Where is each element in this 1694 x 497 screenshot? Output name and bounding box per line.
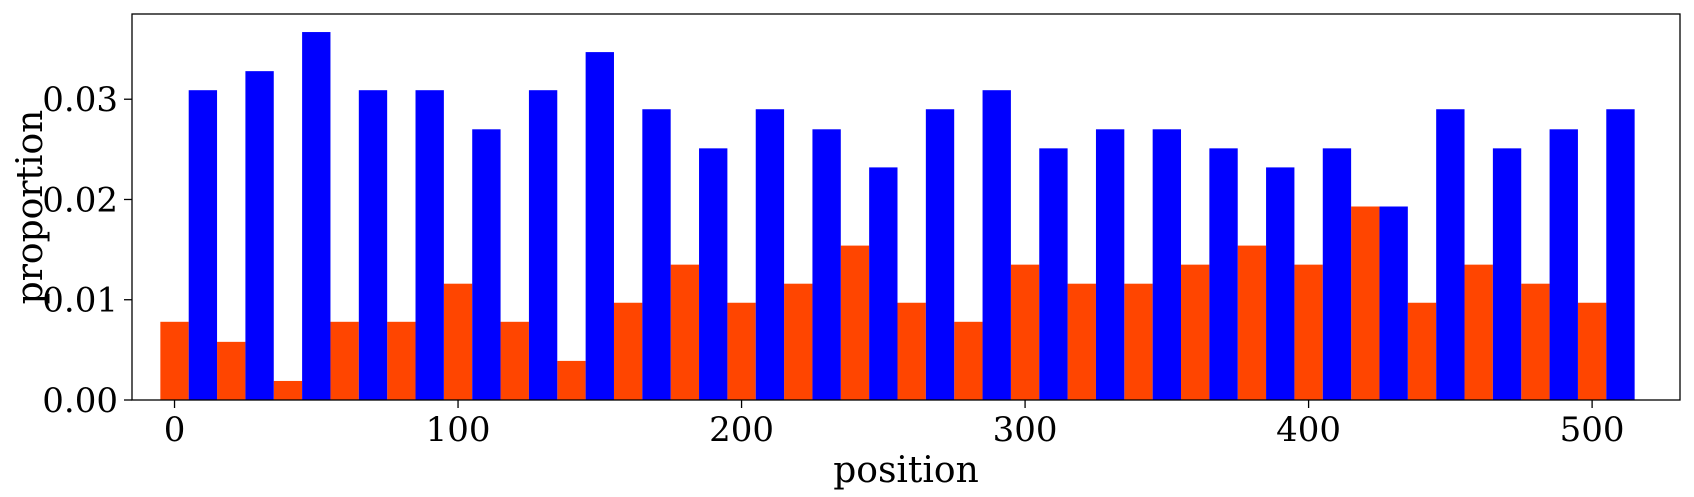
bar-series-1-bin-15 <box>1039 148 1068 400</box>
bar-series-1-bin-5 <box>472 129 501 400</box>
bar-series-0-bin-19 <box>1237 245 1267 400</box>
bar-series-1-bin-0 <box>188 90 218 401</box>
bar-series-1-bin-22 <box>1436 109 1465 400</box>
bar-series-1-bin-8 <box>642 109 671 400</box>
bar-series-1-bin-18 <box>1209 148 1238 400</box>
bar-series-1-bin-12 <box>869 167 898 400</box>
plot-frame <box>131 13 1681 401</box>
y-tick-label: 0.03 <box>42 80 118 120</box>
bar-series-1-bin-25 <box>1606 109 1635 400</box>
bar-series-0-bin-17 <box>1124 283 1153 400</box>
bar-series-1-bin-14 <box>982 90 1011 401</box>
bar-series-0-bin-8 <box>613 302 643 400</box>
bar-series-0-bin-0 <box>160 321 189 400</box>
bar-series-0-bin-23 <box>1464 264 1493 400</box>
bar-series-1-bin-11 <box>812 129 841 400</box>
x-tick-label: 300 <box>993 410 1058 450</box>
y-tick-label: 0.01 <box>42 281 118 321</box>
bar-series-0-bin-5 <box>443 283 473 400</box>
y-tick-label: 0.02 <box>42 180 118 220</box>
x-tick-label: 100 <box>426 410 491 450</box>
bar-series-1-bin-10 <box>755 109 785 400</box>
bar-series-0-bin-14 <box>954 321 983 400</box>
bar-series-1-bin-3 <box>358 90 388 401</box>
bar-series-1-bin-20 <box>1322 148 1352 400</box>
bar-series-0-bin-6 <box>500 321 529 400</box>
bar-series-1-bin-16 <box>1095 129 1125 400</box>
bar-series-1-bin-2 <box>302 32 331 400</box>
x-axis-ticks: 0 100 200 300 400 500 <box>164 400 1625 450</box>
bar-series-1-bin-7 <box>585 52 614 401</box>
bar-series-0-bin-24 <box>1521 283 1550 400</box>
y-axis-label: proportion <box>10 110 51 305</box>
bar-series-0-bin-11 <box>784 283 813 400</box>
bar-series-1-bin-24 <box>1549 129 1578 400</box>
bar-series-1-bin-13 <box>925 109 955 400</box>
bar-series-0-bin-22 <box>1407 302 1437 400</box>
bar-series-0-bin-3 <box>330 321 359 400</box>
bar-series-1-bin-21 <box>1379 206 1408 400</box>
bar-series-1-bin-17 <box>1152 129 1182 400</box>
bar-series-0-bin-4 <box>387 321 416 400</box>
x-tick-label: 0 <box>164 410 186 450</box>
bar-series-0-bin-16 <box>1067 283 1096 400</box>
bar-series-0-bin-10 <box>727 302 756 400</box>
bar-series-0-bin-9 <box>670 264 700 400</box>
bar-series-0-bin-1 <box>217 341 246 400</box>
x-tick-label: 400 <box>1276 410 1341 450</box>
bar-series-0-bin-21 <box>1351 206 1380 400</box>
y-axis-ticks: 0.00 0.01 0.02 0.03 <box>42 80 132 421</box>
bar-series-1-bin-1 <box>245 71 274 401</box>
bar-series-0-bin-12 <box>840 245 870 400</box>
bar-series-1-bin-4 <box>415 90 444 401</box>
bars-layer <box>160 32 1635 401</box>
bar-series-0-bin-18 <box>1181 264 1210 400</box>
bar-series-0-bin-7 <box>557 360 586 400</box>
bar-series-0-bin-13 <box>897 302 926 400</box>
bar-series-1-bin-9 <box>699 148 728 400</box>
bar-series-0-bin-20 <box>1294 264 1323 400</box>
bar-series-1-bin-19 <box>1266 167 1295 400</box>
x-tick-label: 200 <box>709 410 774 450</box>
bar-series-0-bin-2 <box>273 380 303 400</box>
bar-series-1-bin-6 <box>528 90 558 401</box>
bar-series-0-bin-25 <box>1577 302 1607 400</box>
x-tick-label: 500 <box>1560 410 1625 450</box>
y-tick-label: 0.00 <box>42 381 118 421</box>
bar-series-0-bin-15 <box>1010 264 1040 400</box>
bar-series-1-bin-23 <box>1492 148 1522 400</box>
x-axis-label: position <box>833 450 979 491</box>
